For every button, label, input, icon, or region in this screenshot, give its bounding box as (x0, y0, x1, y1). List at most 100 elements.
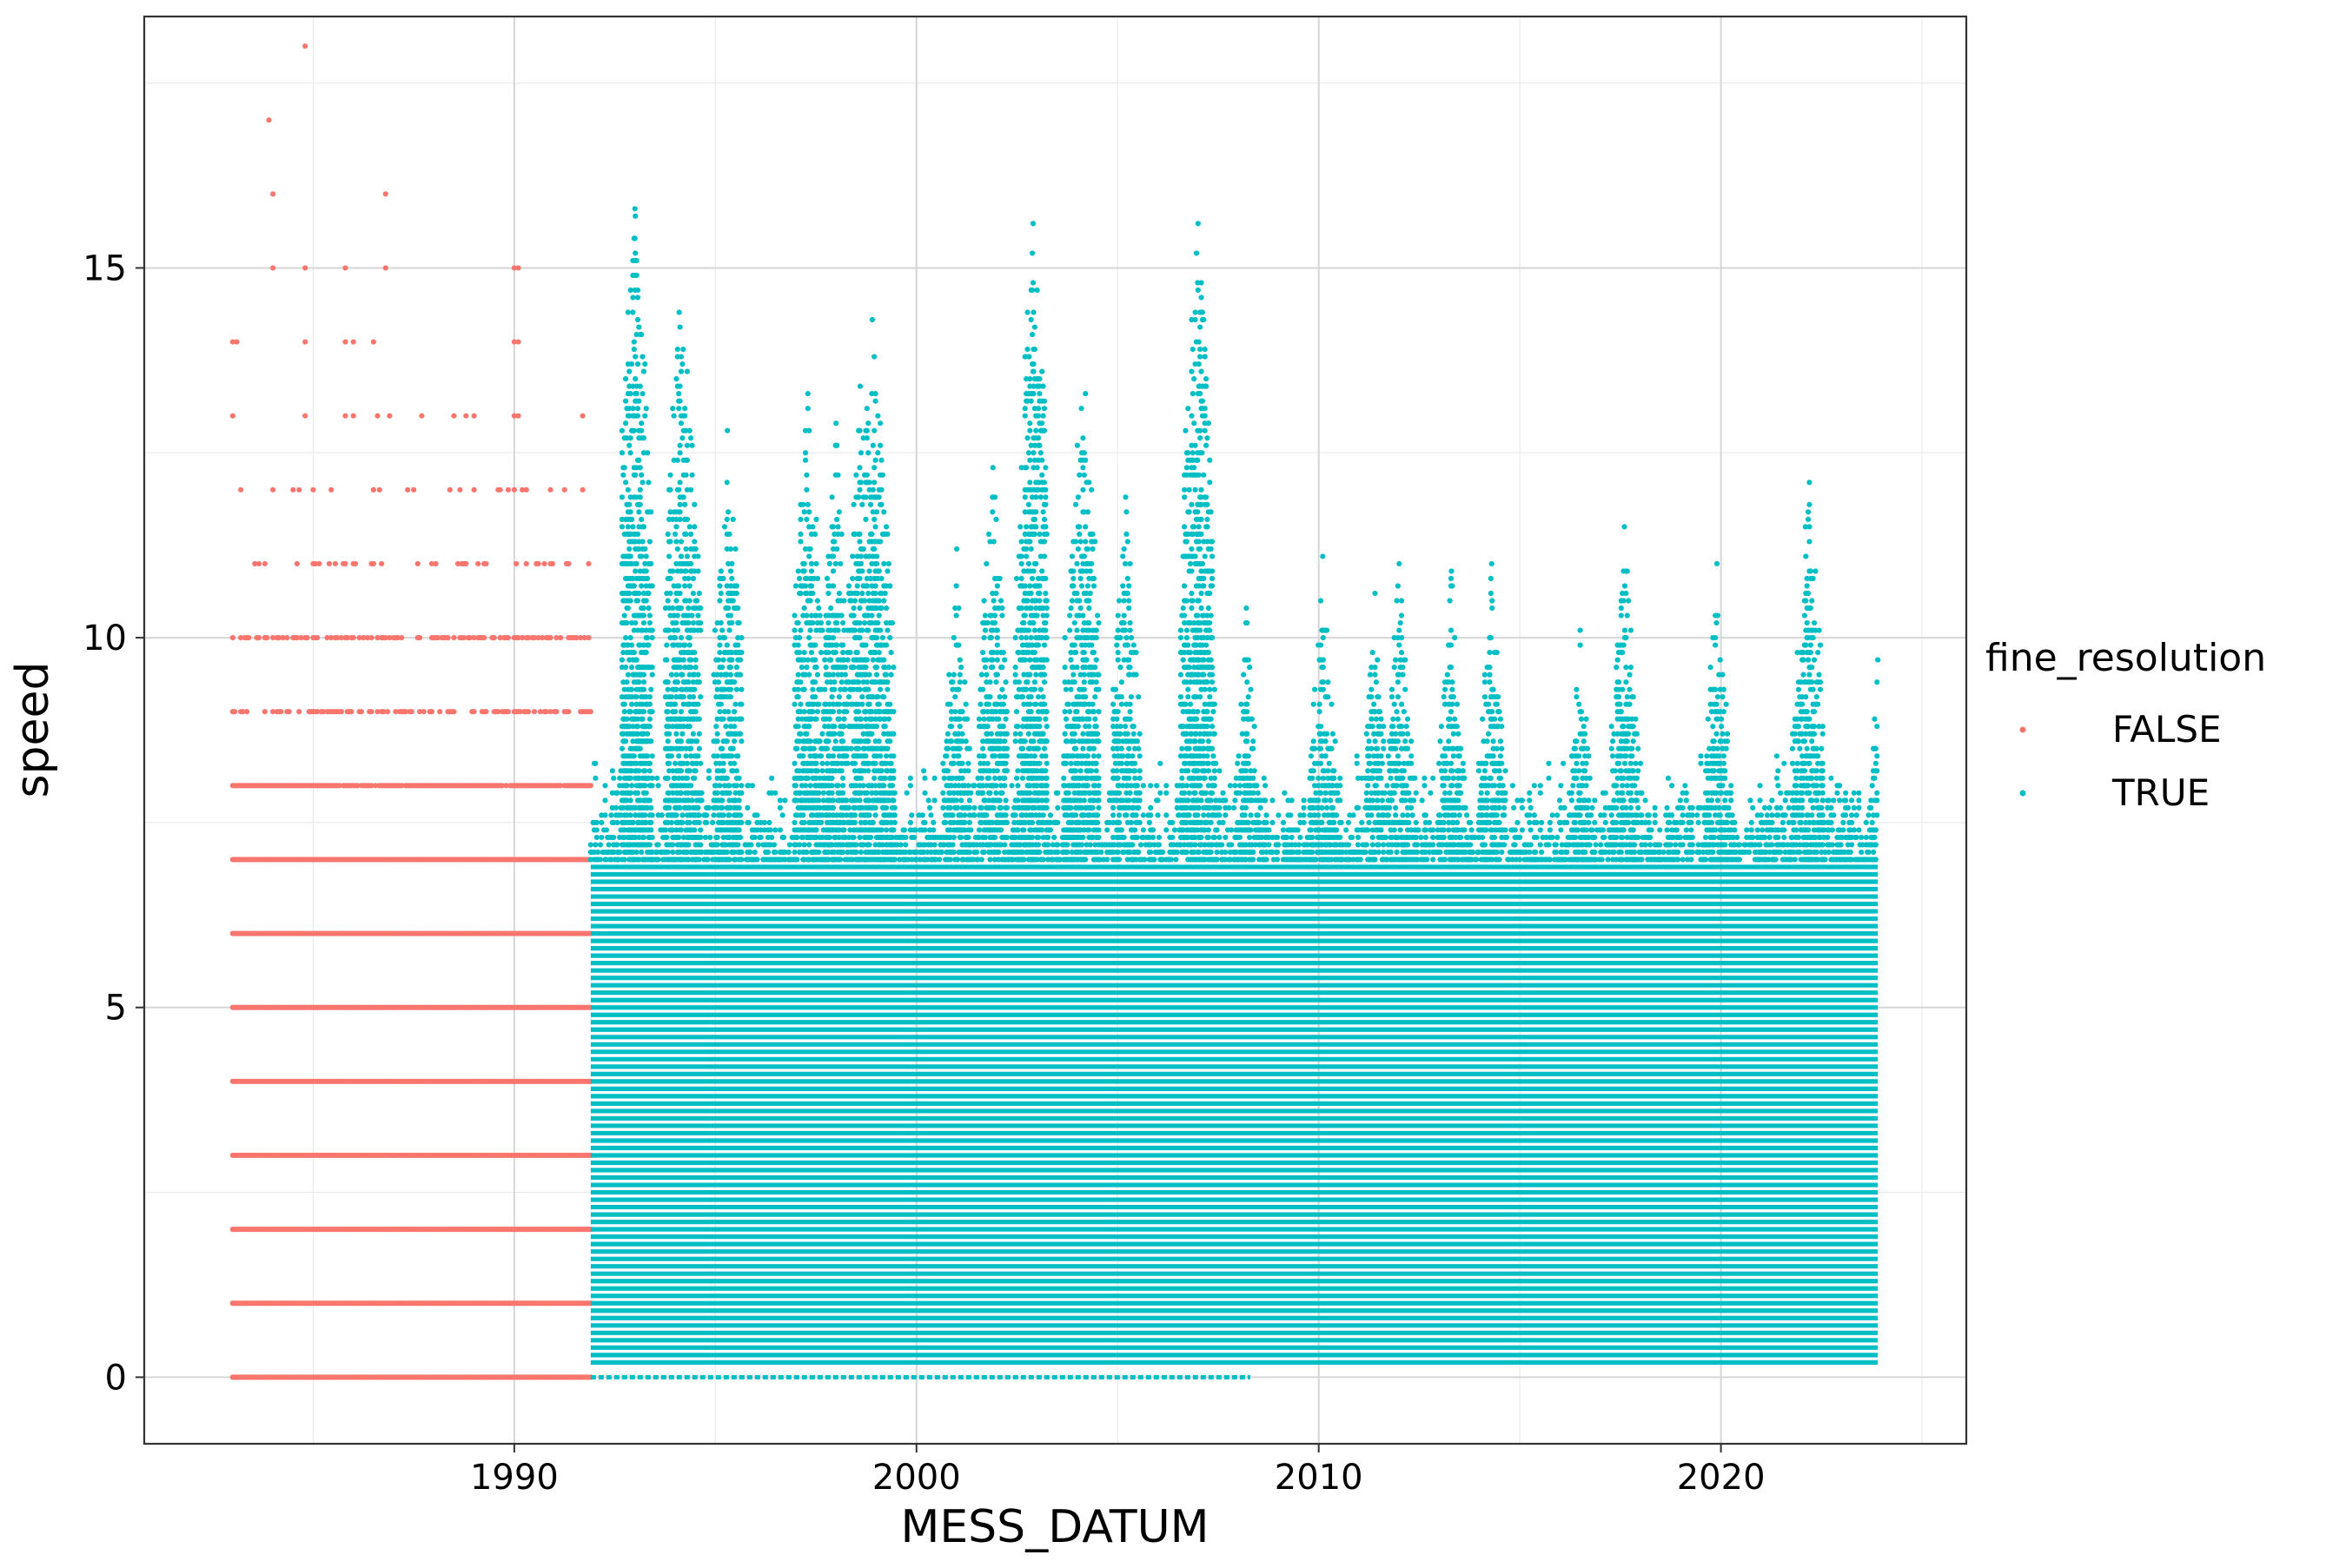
point-true (878, 768, 884, 773)
point-true (863, 665, 868, 670)
point-true (650, 835, 655, 840)
point-true (829, 791, 834, 796)
point-true (673, 598, 679, 603)
point-true (642, 783, 647, 788)
point-true (816, 702, 821, 707)
point-true (810, 591, 815, 596)
point-true (628, 553, 633, 559)
point-true (729, 620, 734, 625)
point-true (881, 561, 886, 566)
point-false (566, 709, 571, 714)
point-true (725, 850, 730, 855)
point-true (778, 805, 783, 810)
point-true (673, 702, 678, 707)
point-true (692, 687, 697, 692)
point-true (877, 598, 882, 603)
point-true (641, 672, 646, 678)
point-true (851, 612, 856, 618)
point-false (515, 265, 520, 270)
point-true (635, 361, 640, 367)
point-true (634, 273, 640, 278)
point-false (353, 561, 358, 566)
point-false (262, 709, 268, 714)
point-true (692, 524, 697, 529)
point-true (884, 605, 889, 611)
point-false (290, 487, 295, 493)
point-true (641, 709, 646, 714)
point-true (883, 776, 888, 781)
point-true (804, 665, 809, 670)
point-true (754, 857, 759, 862)
point-true (810, 687, 815, 692)
point-false (415, 561, 421, 566)
point-false (310, 487, 315, 493)
point-true (645, 576, 650, 581)
point-true (620, 494, 625, 500)
point-true (606, 842, 612, 847)
point-true (850, 576, 855, 581)
point-true (738, 812, 743, 817)
point-true (878, 539, 883, 544)
point-true (858, 450, 864, 455)
point-true (840, 783, 845, 788)
point-true (633, 250, 638, 255)
point-true (707, 835, 712, 840)
point-true (840, 643, 845, 648)
point-true (622, 709, 627, 714)
point-true (885, 679, 890, 685)
point-true (679, 420, 684, 426)
point-true (647, 612, 653, 618)
point-true (667, 473, 673, 478)
point-true (641, 620, 646, 625)
point-true (822, 658, 827, 663)
point-true (698, 761, 703, 766)
point-true (693, 658, 699, 663)
point-true (642, 414, 647, 419)
point-true (807, 738, 812, 744)
point-true (872, 524, 878, 529)
point-true (689, 443, 694, 448)
point-true (599, 835, 604, 840)
point-true (632, 753, 637, 758)
point-true (681, 494, 686, 500)
point-true (728, 546, 733, 552)
point-true (726, 857, 732, 862)
point-true (647, 620, 653, 625)
point-true (856, 709, 861, 714)
point-false (234, 339, 239, 344)
point-true (856, 746, 861, 751)
point-true (675, 347, 680, 352)
point-true (839, 679, 845, 685)
point-true (857, 620, 862, 625)
point-true (813, 665, 818, 670)
point-true (634, 694, 640, 699)
point-true (840, 791, 845, 796)
point-false (278, 709, 283, 714)
point-true (818, 820, 824, 825)
point-true (849, 746, 854, 751)
point-true (726, 605, 731, 611)
point-true (695, 805, 700, 810)
point-true (725, 738, 730, 744)
point-true (878, 487, 884, 493)
point-true (634, 850, 640, 855)
point-true (832, 679, 837, 685)
point-true (865, 420, 871, 426)
point-true (686, 842, 691, 847)
point-true (835, 783, 840, 788)
point-true (857, 428, 862, 433)
point-true (800, 753, 805, 758)
point-true (687, 635, 693, 640)
point-true (831, 672, 836, 678)
point-true (858, 717, 864, 722)
point-true (859, 502, 865, 507)
point-true (698, 627, 703, 632)
point-true (858, 850, 864, 855)
point-true (819, 768, 825, 773)
point-true (632, 583, 637, 588)
point-true (869, 731, 874, 737)
point-false (520, 487, 525, 493)
point-false (302, 339, 308, 344)
point-true (644, 568, 649, 573)
point-true (697, 717, 702, 722)
